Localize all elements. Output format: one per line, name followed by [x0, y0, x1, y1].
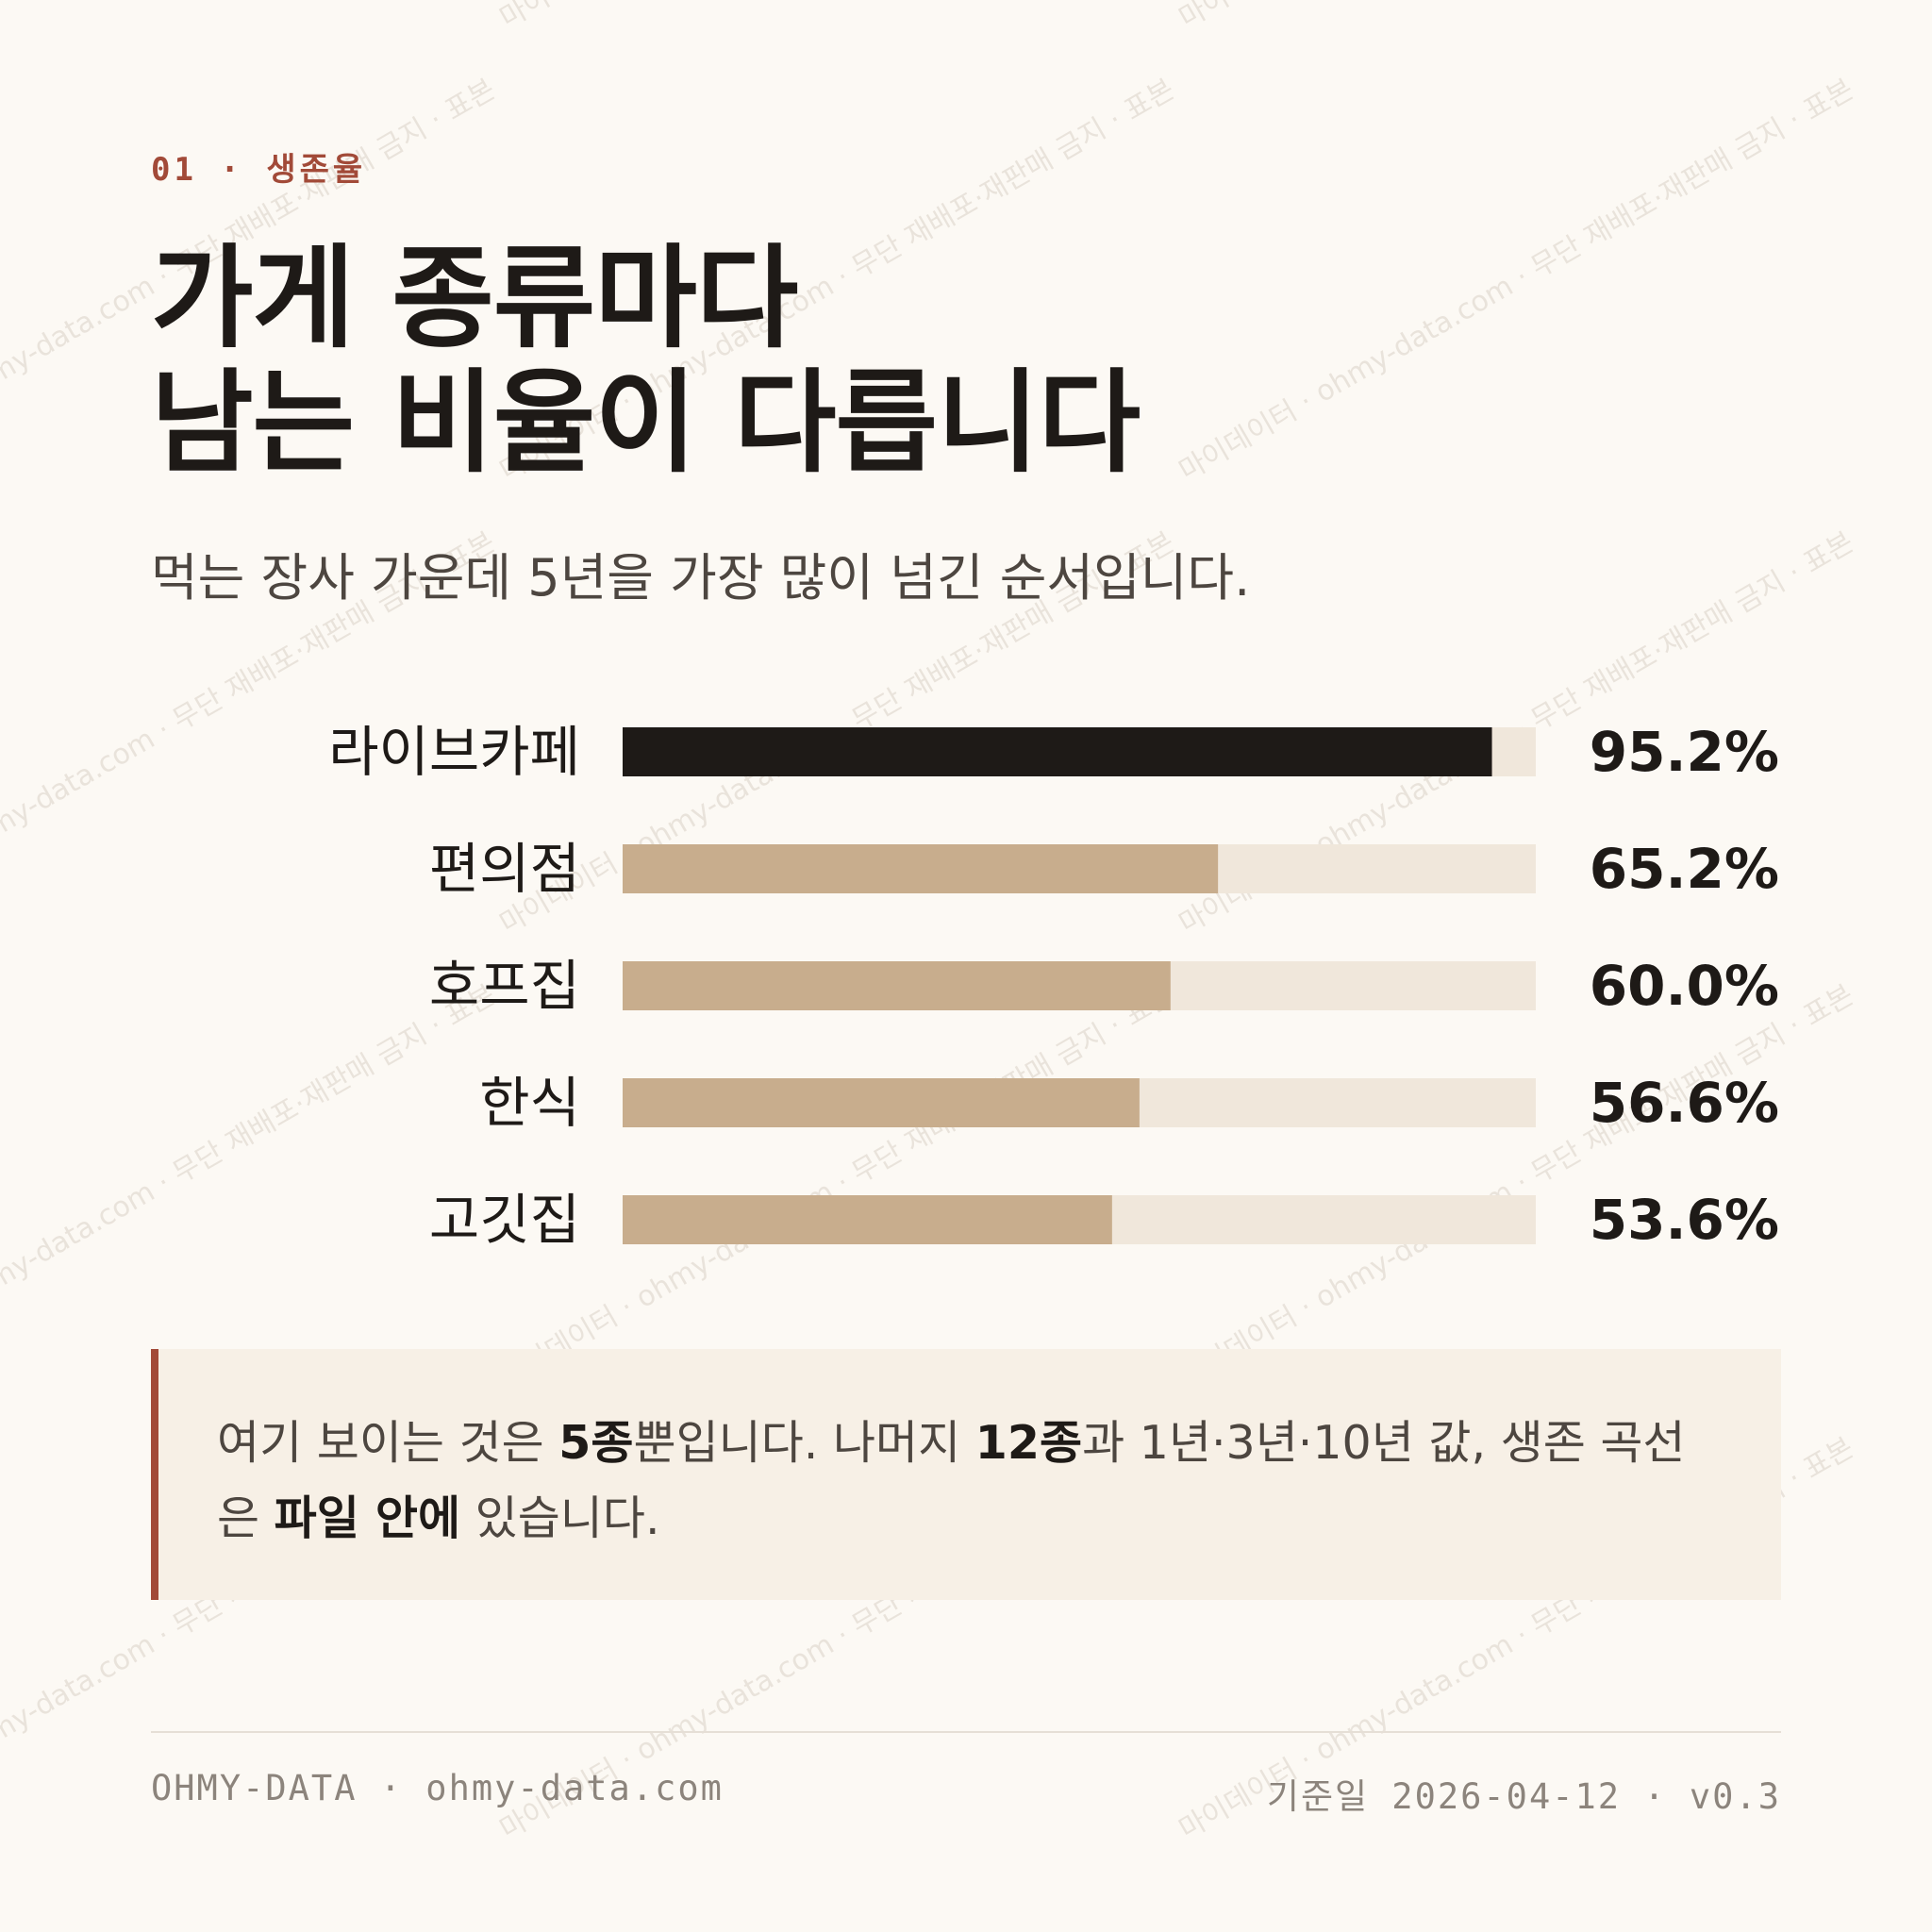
note-text-3: 과 1년·3년·10년 값, 생존 곡선은	[217, 1416, 1686, 1545]
bar-chart: 라이브카페 95.2% 편의점 65.2% 호프집 60.0% 한식 56.6% 고깃집 53.6…	[328, 720, 1779, 1252]
note-bold-3: 파일 안에	[274, 1491, 461, 1545]
bar-3	[623, 1078, 1140, 1127]
value-label: 53.6%	[1590, 1188, 1779, 1252]
bar-2	[623, 961, 1171, 1010]
watermark-text: 마이데이터 · ohmy-data.com · 무단 재배포·재판매 금지 · …	[1174, 73, 1860, 489]
title-line-1: 가게 종류마다	[151, 233, 798, 363]
section-eyebrow: 01 · 생존율	[151, 151, 367, 189]
category-label: 한식	[479, 1071, 580, 1135]
bar-1	[623, 844, 1219, 893]
value-label: 65.2%	[1590, 837, 1779, 901]
page-subtitle: 먹는 장사 가운데 5년을 가장 많이 넘긴 순서입니다.	[151, 548, 1251, 608]
value-label: 95.2%	[1590, 720, 1779, 784]
watermark-text: 마이데이터 · ohmy-data.com · 무단 재배포·재판매 금지 · …	[0, 0, 502, 36]
footer-date-version: 기준일 2026-04-12 · v0.3	[1266, 1776, 1781, 1817]
category-label: 고깃집	[429, 1188, 580, 1252]
note-text-1: 여기 보이는 것은	[217, 1416, 559, 1470]
info-note: 여기 보이는 것은 5종뿐입니다. 나머지 12종과 1년·3년·10년 값, …	[151, 1349, 1781, 1600]
note-text-4: 있습니다.	[460, 1491, 660, 1545]
note-bold-1: 5종	[558, 1416, 634, 1470]
watermark-text: 마이데이터 · ohmy-data.com · 무단 재배포·재판매 금지 · …	[1170, 0, 1860, 36]
page-title: 가게 종류마다 남는 비율이 다릅니다	[151, 233, 1141, 488]
title-line-2: 남는 비율이 다릅니다	[151, 358, 1141, 488]
category-label: 편의점	[429, 837, 580, 901]
category-label: 호프집	[429, 954, 580, 1018]
note-text-2: 뿐입니다. 나머지	[633, 1416, 975, 1470]
value-label: 56.6%	[1590, 1071, 1779, 1135]
watermark-text: 마이데이터 · ohmy-data.com · 무단 재배포·재판매 금지 · …	[491, 0, 1181, 36]
bar-0	[623, 727, 1492, 776]
note-bold-2: 12종	[974, 1416, 1083, 1470]
category-label: 라이브카페	[328, 720, 580, 784]
value-label: 60.0%	[1590, 954, 1779, 1018]
footer-divider	[151, 1731, 1781, 1733]
footer-brand: OHMY-DATA · ohmy-data.com	[151, 1768, 724, 1808]
bar-4	[623, 1195, 1112, 1244]
